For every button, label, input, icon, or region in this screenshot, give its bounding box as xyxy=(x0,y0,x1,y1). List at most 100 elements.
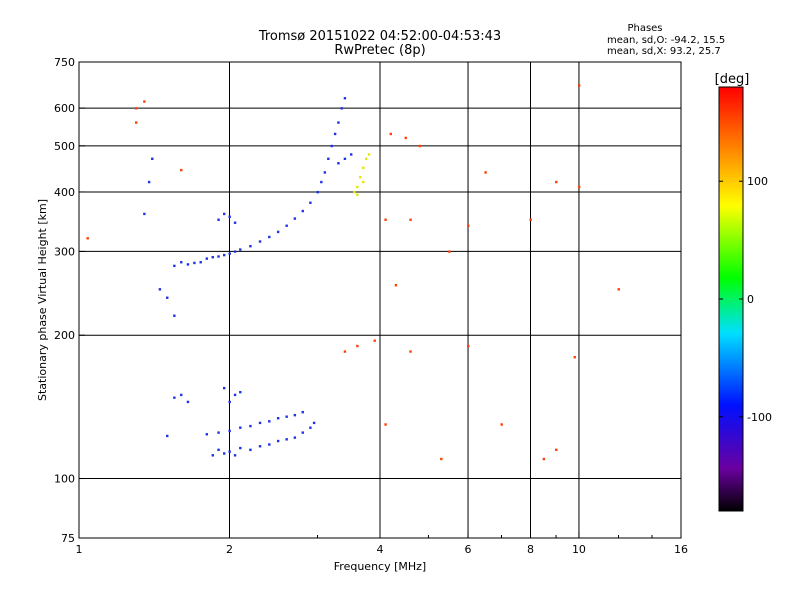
data-point-F xyxy=(186,263,190,266)
data-point-F xyxy=(233,221,237,224)
data-point-E xyxy=(301,410,304,414)
colorbar-tick-label: -100 xyxy=(747,411,772,424)
data-point-noise xyxy=(500,423,503,426)
data-point-noise xyxy=(440,457,443,461)
colorbar-tick-label: 100 xyxy=(747,175,768,188)
data-point-noise xyxy=(384,218,387,221)
data-point-noise xyxy=(404,136,407,140)
data-point-noise xyxy=(484,171,487,174)
data-point-noise xyxy=(86,237,89,240)
data-point-X xyxy=(362,180,365,184)
data-point-E xyxy=(217,431,220,434)
data-point-E xyxy=(258,445,262,448)
data-point-noise xyxy=(384,423,387,426)
x-tick-label: 8 xyxy=(527,543,534,556)
y-axis-ticks: 75 100 200 300 400 500 600 750 xyxy=(54,56,85,545)
data-point-F xyxy=(337,162,340,165)
data-point-E xyxy=(239,426,242,429)
chart-subtitle: RwPretec (8p) xyxy=(334,43,425,58)
data-point-X xyxy=(364,157,368,161)
data-point-F xyxy=(309,201,312,204)
data-point-F xyxy=(239,248,242,251)
data-point-E xyxy=(239,390,242,394)
data-point-E xyxy=(301,431,304,434)
data-point-noise xyxy=(343,350,347,353)
x-tick-label: 1 xyxy=(76,543,83,556)
colorbar-label: [deg] xyxy=(715,72,750,87)
data-point-noise xyxy=(542,457,546,461)
data-point-F xyxy=(258,240,262,243)
data-point-E xyxy=(180,393,183,397)
data-point-F xyxy=(205,257,209,260)
data-point-E xyxy=(309,426,312,429)
data-point-E xyxy=(211,454,214,457)
data-point-noise xyxy=(394,284,398,287)
data-point-F xyxy=(343,157,347,161)
colorbar-tick-label: 0 xyxy=(747,293,754,306)
data-point-F xyxy=(173,314,176,317)
y-tick-label: 75 xyxy=(61,532,75,545)
y-tick-label: 500 xyxy=(54,140,75,153)
data-point-E xyxy=(223,386,226,390)
phases-x-mode: mean, sd,X: 93.2, 25.7 xyxy=(607,46,721,57)
y-tick-label: 600 xyxy=(54,102,75,115)
data-point-F xyxy=(143,212,146,216)
data-point-E xyxy=(268,443,271,446)
data-point-X xyxy=(359,175,362,179)
data-point-F xyxy=(199,261,202,264)
data-point-F xyxy=(166,296,169,299)
data-point-E xyxy=(217,448,220,452)
data-point-E xyxy=(249,424,252,428)
data-point-E xyxy=(228,400,231,404)
data-point-noise xyxy=(356,344,359,348)
data-point-F xyxy=(293,217,297,220)
data-point-F xyxy=(147,180,151,184)
data-point-E xyxy=(228,450,231,453)
data-point-E xyxy=(205,433,209,436)
data-point-F xyxy=(228,215,231,219)
data-point-X xyxy=(356,185,359,189)
data-point-noise xyxy=(573,356,576,359)
data-point-F xyxy=(217,255,220,258)
phases-heading: Phases xyxy=(627,23,662,34)
data-point-noise xyxy=(529,218,532,221)
data-point-E xyxy=(285,438,288,441)
x-axis-ticks: 1 2 4 6 8 10 16 xyxy=(76,532,688,556)
data-point-E xyxy=(173,396,176,399)
data-point-E xyxy=(268,420,271,423)
data-point-noise xyxy=(577,84,581,87)
data-point-F xyxy=(340,107,343,110)
data-point-F xyxy=(217,218,220,221)
data-point-noise xyxy=(448,250,451,253)
x-tick-label: 4 xyxy=(377,543,384,556)
data-point-F xyxy=(343,97,347,100)
data-point-F xyxy=(323,171,327,174)
data-point-E xyxy=(233,454,237,457)
y-tick-label: 400 xyxy=(54,186,75,199)
data-point-E xyxy=(293,436,297,439)
y-axis-label: Stationary phase Virtual Height [km] xyxy=(36,199,49,401)
data-points xyxy=(86,84,620,461)
data-point-E xyxy=(186,400,190,404)
y-tick-label: 100 xyxy=(54,473,75,486)
x-axis-label: Frequency [MHz] xyxy=(334,560,426,573)
data-point-E xyxy=(166,434,169,438)
data-point-F xyxy=(327,157,330,161)
data-point-F xyxy=(268,235,271,239)
data-point-F xyxy=(180,261,183,264)
x-tick-label: 6 xyxy=(465,543,472,556)
data-point-F xyxy=(223,212,226,216)
data-point-E xyxy=(276,439,280,443)
data-point-noise xyxy=(143,100,146,103)
data-point-noise xyxy=(180,168,183,172)
data-point-X xyxy=(356,193,359,196)
phases-o-mode: mean, sd,O: -94.2, 15.5 xyxy=(607,35,725,46)
data-point-E xyxy=(228,429,231,433)
data-point-F xyxy=(301,209,304,213)
data-point-F xyxy=(193,261,196,265)
chart-title: Tromsø 20151022 04:52:00-04:53:43 xyxy=(258,29,501,44)
x-tick-label: 16 xyxy=(674,543,688,556)
data-point-noise xyxy=(467,224,470,227)
data-point-E xyxy=(276,417,280,420)
